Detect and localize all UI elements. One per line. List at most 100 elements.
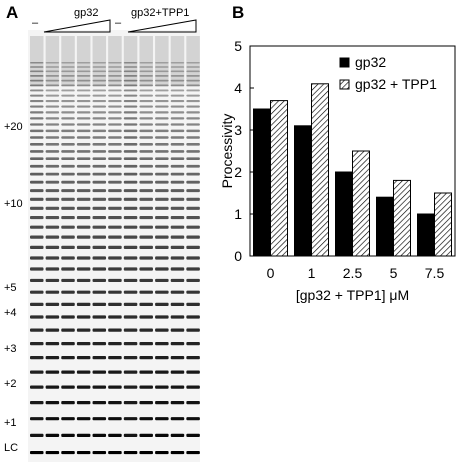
panel-b-letter: B bbox=[232, 3, 245, 22]
gel-band bbox=[108, 84, 122, 87]
gel-band bbox=[155, 143, 169, 146]
gel-band bbox=[186, 267, 200, 271]
gel-band bbox=[139, 197, 153, 201]
gel-band bbox=[45, 206, 60, 210]
gel-band bbox=[108, 267, 122, 271]
y-axis-label: Processivity bbox=[219, 114, 235, 189]
gel-band bbox=[123, 75, 138, 77]
gel-band bbox=[76, 401, 91, 405]
gel-band bbox=[186, 117, 200, 120]
gel-band bbox=[186, 164, 200, 168]
gel-band bbox=[92, 278, 107, 283]
gel-band bbox=[45, 164, 60, 168]
gel-band bbox=[108, 302, 122, 307]
gel-lane-smear bbox=[61, 36, 75, 86]
gel-band bbox=[30, 433, 44, 437]
gel-band bbox=[61, 70, 75, 73]
gel-band bbox=[30, 89, 44, 92]
gel-band bbox=[186, 302, 200, 307]
gel-band bbox=[30, 235, 44, 239]
gel-band bbox=[170, 157, 185, 161]
gel-band bbox=[123, 315, 138, 319]
gel-band bbox=[45, 136, 60, 139]
gel-band bbox=[155, 401, 169, 405]
gel-band bbox=[155, 123, 169, 126]
gel-band bbox=[30, 370, 44, 374]
gel-band bbox=[155, 450, 169, 455]
gel-band bbox=[108, 150, 122, 153]
gel-band bbox=[92, 302, 107, 307]
gel-band bbox=[139, 89, 153, 92]
gel-band bbox=[76, 417, 91, 421]
gel-wedge-gp32 bbox=[43, 19, 111, 33]
gel-band bbox=[76, 111, 91, 114]
gel-band bbox=[139, 401, 153, 405]
gel-band bbox=[92, 123, 107, 126]
gel-band bbox=[45, 256, 60, 260]
gel-band bbox=[139, 111, 153, 114]
gel-band bbox=[30, 315, 44, 319]
gel-lane-smear bbox=[155, 36, 169, 86]
gel-band bbox=[76, 256, 91, 260]
gel-band bbox=[61, 267, 75, 271]
gel-band bbox=[108, 75, 122, 77]
gel-band bbox=[186, 180, 200, 184]
gel-band bbox=[92, 117, 107, 120]
gel-band bbox=[123, 256, 138, 260]
gel-band bbox=[108, 225, 122, 229]
gel-band bbox=[186, 315, 200, 319]
gel-band bbox=[155, 89, 169, 92]
gel-band bbox=[61, 157, 75, 161]
gel-band bbox=[76, 315, 91, 319]
gel-band bbox=[92, 235, 107, 239]
gel-band bbox=[170, 111, 185, 114]
gel-band bbox=[45, 100, 60, 103]
gel-marker-plus10: +10 bbox=[4, 198, 23, 210]
gel-band bbox=[108, 180, 122, 184]
gel-band bbox=[139, 206, 153, 210]
gel-band bbox=[155, 150, 169, 153]
gel-band bbox=[123, 100, 138, 103]
gel-band bbox=[108, 62, 122, 64]
gel-band bbox=[76, 370, 91, 374]
gel-band bbox=[30, 172, 44, 176]
gel-band bbox=[186, 401, 200, 405]
gel-band bbox=[30, 129, 44, 133]
gel-band bbox=[30, 450, 44, 455]
gel-band bbox=[45, 225, 60, 229]
gel-band bbox=[123, 215, 138, 220]
gel-band bbox=[170, 84, 185, 87]
gel-band bbox=[45, 94, 60, 97]
gel-band bbox=[92, 450, 107, 455]
gel-band bbox=[108, 315, 122, 319]
gel-band bbox=[123, 136, 138, 139]
gel-band bbox=[170, 89, 185, 92]
gel-group-1-label: gp32 bbox=[74, 7, 99, 19]
gel-band bbox=[30, 143, 44, 146]
gel-band bbox=[92, 215, 107, 220]
gel-band bbox=[139, 94, 153, 97]
gel-band bbox=[170, 94, 185, 97]
gel-band bbox=[61, 235, 75, 239]
gel-lane-smear bbox=[45, 36, 60, 86]
gel-band bbox=[139, 315, 153, 319]
gel-band bbox=[170, 150, 185, 153]
gel-band bbox=[30, 150, 44, 153]
gel-band bbox=[186, 356, 200, 360]
gel-marker-plus5: +5 bbox=[4, 282, 17, 294]
gel-band bbox=[186, 157, 200, 161]
gel-band bbox=[108, 100, 122, 103]
gel-band bbox=[139, 450, 153, 455]
gel-band bbox=[170, 75, 185, 77]
gel-band bbox=[139, 189, 153, 193]
gel-band bbox=[92, 105, 107, 108]
gel-band bbox=[123, 433, 138, 437]
gel-band bbox=[45, 84, 60, 87]
gel-band bbox=[186, 328, 200, 332]
gel-band bbox=[170, 433, 185, 437]
gel-band bbox=[30, 206, 44, 210]
gel-band bbox=[61, 84, 75, 87]
y-tick-label: 3 bbox=[234, 122, 242, 138]
